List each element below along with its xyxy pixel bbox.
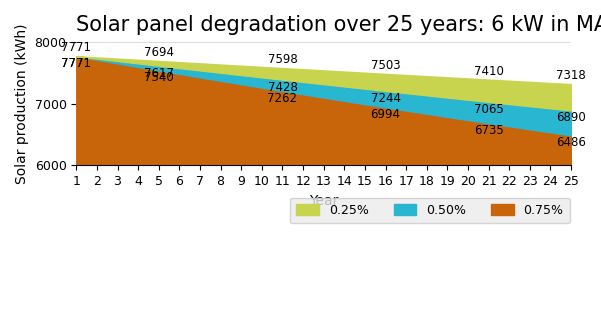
Text: 7244: 7244 [371,92,400,105]
Text: 7262: 7262 [267,92,297,105]
Legend: 0.25%, 0.50%, 0.75%: 0.25%, 0.50%, 0.75% [290,198,570,223]
Text: 6890: 6890 [556,112,586,124]
Text: 7540: 7540 [144,71,174,84]
Text: 7318: 7318 [556,69,586,82]
Text: 7503: 7503 [371,59,400,72]
Text: 7065: 7065 [474,103,504,116]
Text: 6486: 6486 [556,136,586,149]
Text: 7771: 7771 [61,42,91,55]
X-axis label: Year: Year [309,194,338,208]
Text: 7598: 7598 [267,53,297,66]
Text: 7617: 7617 [144,67,174,80]
Text: 7428: 7428 [267,80,297,93]
Text: 7771: 7771 [61,57,91,70]
Y-axis label: Solar production (kWh): Solar production (kWh) [15,23,29,184]
Text: 7771: 7771 [61,57,91,70]
Text: 6994: 6994 [371,108,400,121]
Text: 6735: 6735 [474,124,504,137]
Text: Solar panel degradation over 25 years: 6 kW in MA: Solar panel degradation over 25 years: 6… [76,15,601,35]
Text: 7694: 7694 [144,46,174,59]
Text: 7410: 7410 [474,65,504,78]
